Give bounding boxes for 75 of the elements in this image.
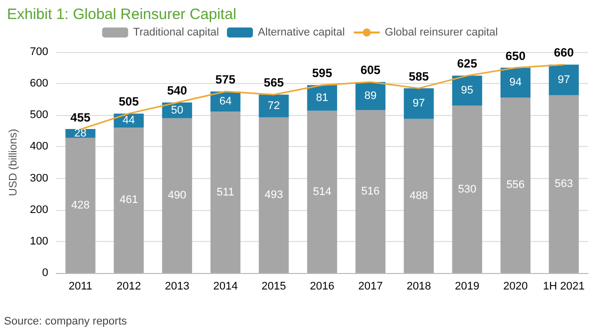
data-label: 89	[364, 90, 377, 102]
data-label: 28	[74, 127, 87, 140]
data-label: 428	[71, 199, 90, 212]
bar	[258, 117, 289, 273]
bar	[258, 94, 289, 118]
data-label: 516	[361, 186, 380, 198]
data-label: 461	[120, 194, 138, 206]
data-label: 97	[412, 98, 425, 110]
data-label: 605	[360, 62, 381, 77]
y-axis-title: USD (billions)	[8, 128, 20, 196]
bar	[65, 138, 96, 273]
data-label: 511	[216, 186, 234, 198]
x-tick-label: 2015	[262, 280, 286, 292]
source-note: Source: company reports	[4, 316, 128, 328]
bar	[114, 127, 144, 273]
data-label: 97	[558, 74, 570, 86]
x-tick-label: 2012	[116, 280, 142, 292]
x-tick-label: 2018	[406, 280, 432, 292]
bar	[307, 85, 338, 111]
y-tick-label: 100	[30, 235, 48, 248]
y-tick-label: 0	[42, 267, 48, 279]
y-tick-label: 300	[30, 172, 48, 184]
data-label: 72	[268, 100, 280, 112]
bar	[452, 106, 482, 273]
data-label: 94	[509, 76, 522, 89]
data-label: 530	[458, 183, 476, 196]
data-label: 585	[408, 69, 430, 84]
data-label: 505	[118, 94, 140, 109]
data-label: 514	[312, 186, 332, 198]
data-label: 64	[219, 96, 232, 108]
data-label: 563	[554, 178, 574, 190]
data-label: 540	[167, 84, 188, 98]
y-tick-label: 700	[30, 46, 48, 58]
data-label: 455	[70, 110, 91, 124]
x-tick-label: 2017	[358, 280, 383, 292]
data-label: 650	[505, 48, 526, 63]
y-tick-label: 200	[30, 204, 48, 216]
data-label: 575	[215, 72, 236, 86]
bar	[355, 110, 386, 273]
chart-title: Exhibit 1: Global Reinsurer Capital	[7, 6, 236, 23]
bar	[404, 88, 434, 119]
x-tick-label: 2019	[454, 280, 480, 292]
data-label: 81	[316, 92, 328, 104]
data-label: 625	[457, 56, 478, 71]
data-label: 95	[461, 84, 474, 97]
bar	[500, 68, 530, 98]
bar	[548, 64, 579, 96]
y-tick-label: 500	[30, 109, 48, 122]
bar	[162, 118, 192, 273]
legend-label: Alternative capital	[258, 26, 345, 38]
bar	[548, 95, 579, 273]
data-label: 50	[170, 104, 184, 116]
data-label: 493	[264, 189, 283, 202]
data-label: 44	[122, 114, 135, 127]
x-tick-label: 2016	[310, 280, 334, 292]
bar	[404, 118, 434, 273]
data-label: 595	[312, 66, 332, 80]
y-tick-label: 600	[30, 78, 48, 90]
x-tick-label: 1H 2021	[543, 280, 585, 292]
x-tick-label: 2013	[164, 280, 190, 292]
bar	[452, 76, 482, 106]
x-tick-label: 2020	[503, 280, 528, 292]
data-label: 490	[168, 190, 186, 202]
x-tick-label: 2011	[68, 280, 92, 292]
data-label: 488	[410, 190, 428, 202]
data-label: 556	[506, 179, 525, 192]
legend-label: Traditional capital	[133, 26, 219, 38]
bar	[210, 112, 240, 273]
bar	[500, 97, 530, 273]
legend-label: Global reinsurer capital	[384, 26, 498, 38]
data-label: 660	[554, 46, 574, 60]
y-tick-label: 400	[30, 140, 48, 153]
x-tick-label: 2014	[213, 280, 238, 292]
bar	[307, 110, 338, 273]
data-label: 565	[264, 76, 284, 90]
